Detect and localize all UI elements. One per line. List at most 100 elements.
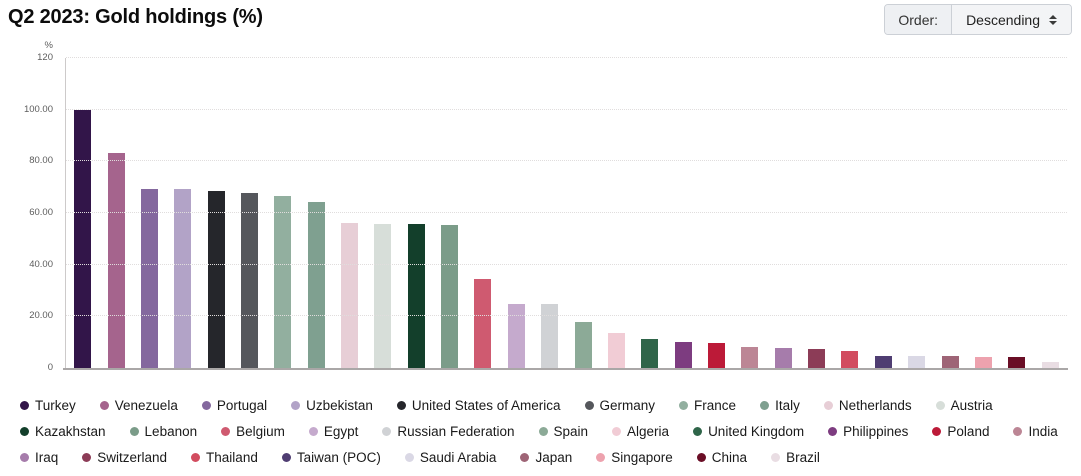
legend-label-belgium: Belgium [236,423,285,439]
bar-portugal[interactable] [140,188,158,368]
bar-france[interactable] [274,195,292,368]
bar-russian-federation[interactable] [541,304,559,368]
legend-item-algeria[interactable]: Algeria [612,424,669,439]
bar-algeria[interactable] [607,332,625,368]
legend-item-poland[interactable]: Poland [932,424,989,439]
legend-item-singapore[interactable]: Singapore [596,450,673,465]
bar-poland[interactable] [708,342,725,368]
legend-dot-lebanon [129,426,139,436]
legend-item-lebanon[interactable]: Lebanon [129,424,197,439]
bar-italy[interactable] [307,201,325,368]
y-axis-unit-label: % [44,40,53,51]
bar-austria[interactable] [374,223,392,368]
bar-philippines[interactable] [674,341,692,368]
bar-saudi-arabia[interactable] [908,355,926,368]
bar-slot-spain [566,58,599,368]
legend-item-uzbekistan[interactable]: Uzbekistan [291,398,373,413]
bar-egypt[interactable] [507,304,525,368]
y-tick-label-0: 0 [47,362,53,373]
legend-label-thailand: Thailand [206,449,258,465]
legend-item-thailand[interactable]: Thailand [191,450,258,465]
legend-item-india[interactable]: India [1013,423,1058,439]
legend-dot-egypt [308,426,318,436]
bar-uzbekistan[interactable] [174,189,192,368]
legend-item-italy[interactable]: Italy [760,398,800,413]
bar-india[interactable] [741,347,759,368]
legend-item-portugal[interactable]: Portugal [201,398,267,413]
legend-item-kazakhstan[interactable]: Kazakhstan [20,424,106,439]
legend-dot-poland [932,426,942,436]
gridline-20 [66,315,1067,317]
bar-turkey[interactable] [74,109,92,368]
legend-label-italy: Italy [775,397,800,413]
legend-dot-venezuela [99,400,109,410]
legend-item-switzerland[interactable]: Switzerland [82,450,167,465]
legend-label-india: India [1028,423,1058,439]
legend-item-united-kingdom[interactable]: United Kingdom [693,424,804,439]
legend-item-germany[interactable]: Germany [584,398,655,413]
y-tick-label-60: 60.00 [29,207,53,218]
legend-item-egypt[interactable]: Egypt [308,423,359,439]
legend-item-netherlands[interactable]: Netherlands [823,398,912,413]
legend-label-egypt: Egypt [323,423,359,439]
legend-dot-uzbekistan [291,400,301,410]
order-select-value: Descending [966,11,1040,28]
order-select-dropdown[interactable]: Descending [952,5,1071,34]
bar-china[interactable] [1008,357,1026,368]
bar-germany[interactable] [240,193,258,368]
legend-label-japan: Japan [535,449,573,465]
bar-slot-austria [366,58,399,368]
legend-item-turkey[interactable]: Turkey [20,398,76,413]
gridline-60 [66,212,1067,213]
bar-united-states-of-america[interactable] [207,191,225,368]
bar-netherlands[interactable] [341,222,359,368]
legend-item-china[interactable]: China [696,450,747,465]
legend-dot-spain [538,426,548,436]
legend-item-venezuela[interactable]: Venezuela [99,398,178,413]
bar-kazakhstan[interactable] [407,224,425,368]
y-tick-label-80: 80.00 [29,155,53,167]
bar-slot-italy [300,58,333,368]
legend-item-philippines[interactable]: Philippines [828,424,908,439]
bar-slot-germany [233,58,266,368]
legend-dot-china [696,452,706,462]
legend-item-taiwan-poc[interactable]: Taiwan (POC) [281,450,381,465]
chart-legend: Turkey Venezuela Portugal Uzbekistan United … [20,396,1070,474]
legend-item-brazil[interactable]: Brazil [771,450,820,465]
bar-slot-united-states-of-america [199,58,232,368]
bar-thailand[interactable] [841,350,859,368]
legend-item-france[interactable]: France [679,398,736,413]
legend-item-spain[interactable]: Spain [538,424,588,439]
bar-slot-belgium [466,58,499,368]
legend-dot-turkey [20,400,29,410]
y-axis: 120 100.00 80.00 60.00 40.00 20.00 0 [0,52,53,373]
bar-switzerland[interactable] [808,348,826,368]
bar-slot-turkey [66,58,99,368]
legend-label-switzerland: Switzerland [97,449,168,465]
bar-singapore[interactable] [974,356,992,368]
legend-item-saudi-arabia[interactable]: Saudi Arabia [404,450,496,465]
bar-iraq[interactable] [774,348,792,368]
legend-dot-taiwan-poc [281,452,291,462]
bar-slot-uzbekistan [166,58,199,368]
bar-brazil[interactable] [1041,361,1059,368]
bar-japan[interactable] [941,356,959,368]
bar-slot-thailand [833,58,866,368]
legend-dot-algeria [612,426,622,436]
legend-item-belgium[interactable]: Belgium [221,424,285,439]
y-tick-label-20: 20.00 [29,310,53,322]
legend-item-united-states-of-america[interactable]: United States of America [396,398,561,413]
legend-item-iraq[interactable]: Iraq [20,450,58,465]
bar-slot-lebanon [433,58,466,368]
legend-item-austria[interactable]: Austria [935,398,993,413]
bar-lebanon[interactable] [441,224,459,368]
page-title: Q2 2023: Gold holdings (%) [8,6,263,28]
legend-item-japan[interactable]: Japan [520,450,572,465]
legend-item-russian-federation[interactable]: Russian Federation [382,424,515,439]
bar-united-kingdom[interactable] [641,339,659,368]
bar-belgium[interactable] [474,279,492,368]
legend-dot-netherlands [823,400,833,410]
bar-taiwan-poc[interactable] [874,355,892,368]
bar-venezuela[interactable] [107,152,125,368]
bar-spain[interactable] [574,321,592,368]
